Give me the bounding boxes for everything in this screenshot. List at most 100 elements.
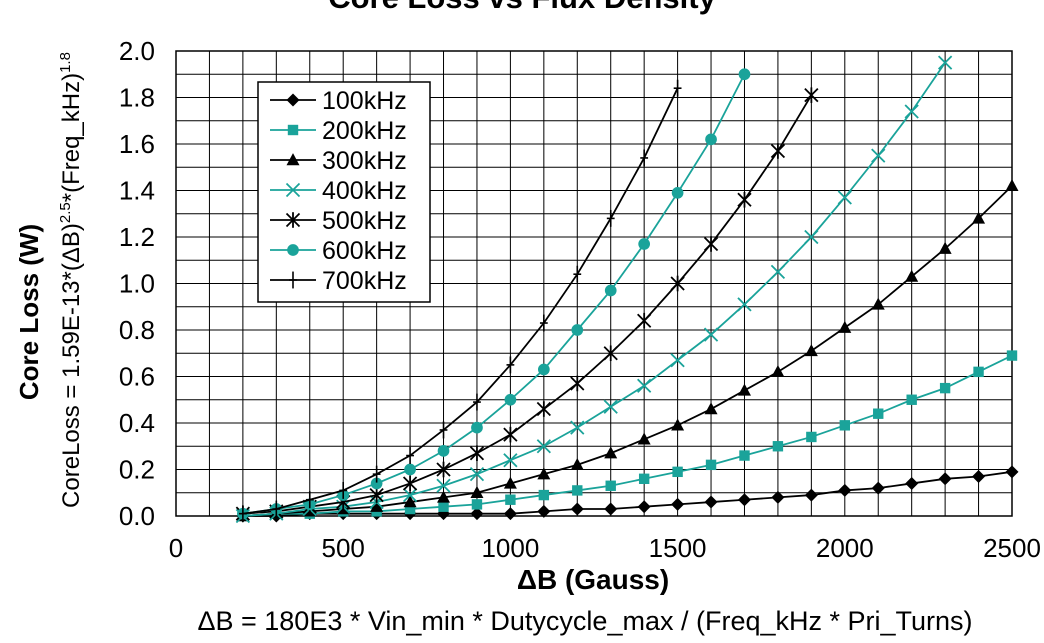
y-formula-main: CoreLoss = 1.59E-13*(ΔB) [58, 223, 85, 508]
series-line [242, 354, 1013, 517]
legend-label: 200kHz [322, 117, 407, 145]
marker-diamond [1005, 465, 1019, 479]
marker-diamond [286, 93, 300, 107]
marker-triangle [370, 499, 384, 512]
marker-asterisk [670, 275, 685, 292]
marker-asterisk [469, 445, 485, 462]
marker-x [871, 148, 886, 163]
x-tick-label: 2000 [816, 533, 874, 563]
y-tick-label: 0.6 [119, 362, 155, 392]
y-axis-label: Core Loss (W) [14, 224, 44, 400]
marker-x [937, 55, 953, 70]
marker-triangle [286, 153, 300, 166]
legend: 100kHz200kHz300kHz400kHz500kHz600kHz700k… [257, 81, 431, 303]
legend-label: 600kHz [322, 237, 407, 265]
marker-x [536, 439, 551, 454]
marker-triangle [838, 320, 852, 333]
y-tick-label: 2.0 [119, 36, 155, 66]
marker-circle [437, 445, 450, 457]
marker-asterisk [770, 143, 786, 159]
marker-diamond [704, 495, 718, 509]
marker-triangle [671, 418, 685, 431]
marker-diamond [838, 483, 852, 497]
marker-triangle [938, 241, 952, 254]
axes: 0 500 1000 1500 2000 2500 0.0 0.2 0.4 0.6 0.8 1.0 1.… [119, 36, 1041, 563]
series-line [242, 94, 813, 515]
marker-triangle [537, 467, 551, 480]
marker-diamond [905, 476, 919, 490]
marker-square [438, 501, 449, 512]
marker-asterisk [285, 212, 301, 228]
marker-x [402, 487, 418, 503]
marker-square [404, 503, 416, 515]
series-layer [235, 55, 1019, 524]
marker-plus [606, 209, 615, 227]
marker-square [538, 489, 550, 501]
marker-triangle [905, 269, 919, 282]
marker-diamond [737, 493, 751, 507]
series-line [242, 470, 1013, 517]
marker-diamond [771, 490, 785, 504]
marker-square [873, 408, 884, 419]
marker-asterisk [436, 461, 451, 478]
marker-plus [539, 314, 548, 332]
legend-label: 400kHz [322, 177, 407, 205]
marker-plus [339, 481, 348, 499]
x-axis-formula: ΔB = 180E3 * Vin_min * Dutycycle_max / (… [197, 606, 972, 636]
marker-diamond [604, 502, 618, 516]
legend-entry: 500kHz [270, 207, 407, 235]
marker-plus [573, 265, 582, 283]
legend-label: 700kHz [322, 267, 407, 295]
marker-square [739, 450, 750, 461]
y-formula-exponent-1: 2.5 [57, 202, 74, 223]
plot-border [175, 50, 1013, 517]
marker-triangle [804, 344, 818, 357]
legend-box [257, 81, 431, 303]
marker-square [471, 499, 483, 510]
marker-triangle [771, 365, 785, 378]
x-axis-label: ΔB (Gauss) [517, 564, 669, 595]
marker-triangle [604, 446, 618, 459]
marker-triangle [871, 297, 885, 310]
marker-circle [638, 238, 651, 250]
marker-diamond [637, 500, 651, 514]
x-tick-label: 500 [322, 533, 365, 563]
marker-square [806, 431, 817, 443]
marker-diamond [570, 502, 584, 516]
series-line [242, 62, 946, 517]
marker-x [285, 182, 301, 198]
marker-square [939, 382, 951, 394]
y-tick-label: 0.4 [119, 408, 155, 438]
marker-x [737, 297, 752, 312]
marker-diamond [804, 488, 818, 502]
marker-square [973, 366, 984, 378]
legend-entry: 400kHz [270, 177, 407, 205]
marker-triangle [570, 458, 584, 471]
marker-asterisk [804, 87, 819, 103]
marker-x [637, 378, 652, 393]
y-formula-exponent-2: 1.8 [57, 52, 74, 73]
marker-x [570, 420, 585, 435]
marker-x [837, 190, 852, 205]
y-tick-label: 1.4 [119, 176, 155, 206]
marker-asterisk [402, 475, 418, 492]
marker-triangle [972, 211, 986, 224]
series-700kHz [238, 79, 682, 523]
marker-triangle [503, 476, 517, 489]
marker-circle [738, 68, 751, 81]
legend-entry: 200kHz [270, 117, 407, 145]
marker-x [904, 104, 919, 119]
marker-square [672, 466, 683, 478]
marker-asterisk [737, 192, 752, 208]
marker-triangle [1005, 179, 1019, 192]
marker-x [503, 453, 518, 468]
marker-circle [370, 477, 383, 490]
series-line [242, 73, 746, 515]
marker-triangle [437, 490, 451, 503]
marker-diamond [938, 472, 952, 486]
marker-plus [640, 149, 649, 167]
marker-plus [506, 356, 515, 374]
marker-diamond [503, 507, 517, 521]
